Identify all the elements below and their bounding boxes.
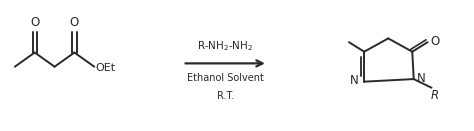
Text: Ethanol Solvent: Ethanol Solvent: [187, 73, 264, 83]
Text: R-NH$_2$-NH$_2$: R-NH$_2$-NH$_2$: [197, 39, 253, 53]
Text: O: O: [430, 35, 439, 48]
Text: R: R: [430, 89, 438, 102]
Text: N: N: [350, 74, 358, 87]
Text: O: O: [30, 15, 39, 29]
Text: R.T.: R.T.: [217, 91, 234, 101]
Text: O: O: [70, 15, 79, 29]
Text: N: N: [417, 72, 425, 85]
Text: OEt: OEt: [96, 63, 116, 73]
